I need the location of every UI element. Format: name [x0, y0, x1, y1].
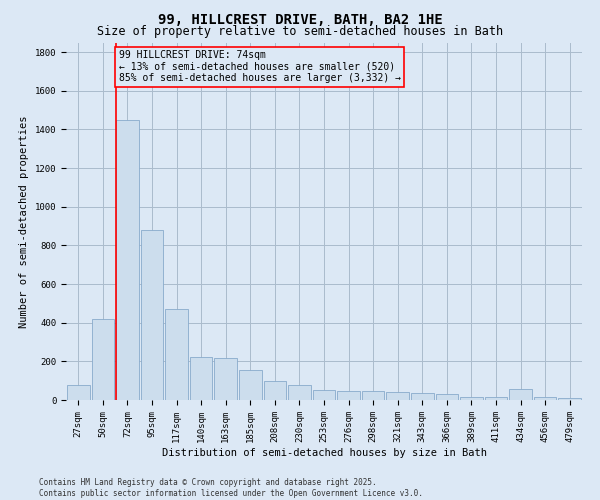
Text: 99, HILLCREST DRIVE, BATH, BA2 1HE: 99, HILLCREST DRIVE, BATH, BA2 1HE — [158, 12, 442, 26]
Bar — [534, 397, 556, 400]
Bar — [386, 392, 409, 400]
Y-axis label: Number of semi-detached properties: Number of semi-detached properties — [19, 115, 29, 328]
Bar — [559, 398, 581, 400]
Bar — [411, 393, 434, 400]
Bar — [214, 358, 237, 400]
Bar — [288, 384, 311, 400]
Text: Size of property relative to semi-detached houses in Bath: Size of property relative to semi-detach… — [97, 25, 503, 38]
Bar — [263, 380, 286, 400]
Bar — [140, 230, 163, 400]
Bar — [485, 397, 508, 400]
Bar — [362, 392, 385, 400]
Bar — [239, 370, 262, 400]
Bar — [313, 390, 335, 400]
Bar — [460, 397, 483, 400]
Bar — [337, 392, 360, 400]
Bar — [509, 390, 532, 400]
Bar — [165, 309, 188, 400]
Text: Contains HM Land Registry data © Crown copyright and database right 2025.
Contai: Contains HM Land Registry data © Crown c… — [39, 478, 423, 498]
Bar — [190, 358, 212, 400]
X-axis label: Distribution of semi-detached houses by size in Bath: Distribution of semi-detached houses by … — [161, 448, 487, 458]
Bar — [116, 120, 139, 400]
Text: 99 HILLCREST DRIVE: 74sqm
← 13% of semi-detached houses are smaller (520)
85% of: 99 HILLCREST DRIVE: 74sqm ← 13% of semi-… — [119, 50, 401, 84]
Bar — [92, 319, 114, 400]
Bar — [436, 394, 458, 400]
Bar — [67, 384, 89, 400]
